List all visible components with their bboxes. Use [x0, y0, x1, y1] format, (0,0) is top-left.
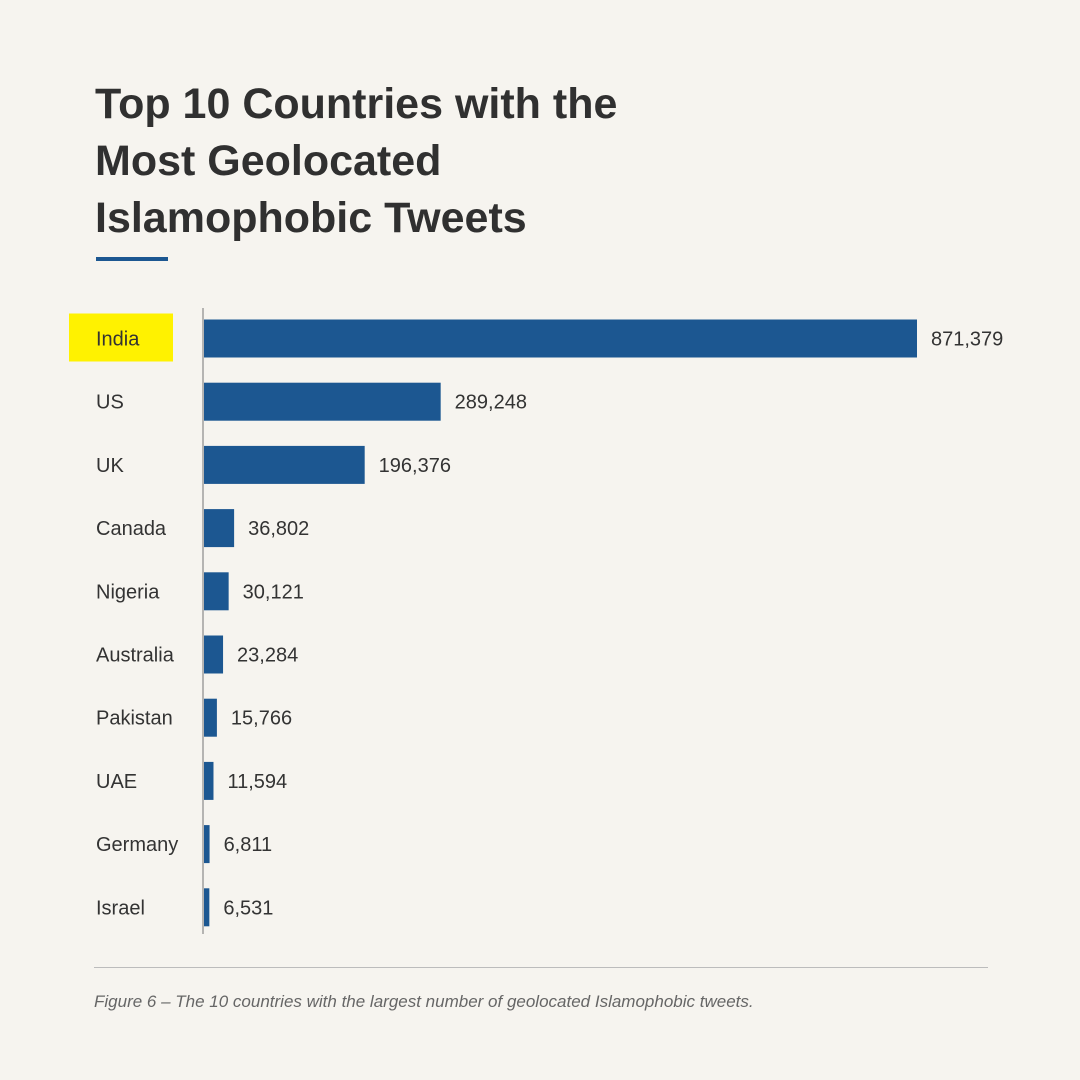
value-label-germany: 6,811 [224, 834, 273, 856]
bar-uae [204, 761, 214, 800]
value-label-nigeria: 30,121 [243, 581, 304, 603]
bar-nigeria [204, 572, 229, 611]
bar-uk [204, 445, 365, 484]
value-label-uk: 196,376 [379, 455, 451, 477]
category-label-israel: Israel [96, 897, 145, 919]
bar-pakistan [204, 698, 217, 737]
value-label-us: 289,248 [455, 392, 527, 414]
value-label-uae: 11,594 [227, 771, 287, 793]
category-label-canada: Canada [96, 518, 167, 540]
category-label-germany: Germany [96, 834, 178, 856]
value-label-canada: 36,802 [248, 518, 309, 540]
category-highlight-india [69, 313, 173, 362]
category-label-australia: Australia [96, 645, 175, 667]
bar-australia [204, 635, 224, 674]
title-underline [96, 257, 168, 261]
bar-us [204, 382, 441, 421]
bar-india [204, 319, 917, 358]
bar-germany [204, 825, 210, 864]
value-label-pakistan: 15,766 [231, 708, 292, 730]
bar-chart: India 871,379 US 289,248 UK 196,376 Canada 36,8… [69, 308, 1003, 934]
category-label-india: India [96, 329, 140, 351]
caption-divider [94, 967, 988, 968]
chart-title: Top 10 Countries with the Most Geolocate… [95, 80, 618, 242]
bar-israel [204, 888, 210, 927]
category-label-uae: UAE [96, 771, 137, 793]
value-label-israel: 6,531 [223, 897, 273, 919]
value-label-australia: 23,284 [237, 645, 298, 667]
category-label-nigeria: Nigeria [96, 581, 160, 603]
bar-canada [204, 509, 235, 548]
figure-caption: Figure 6 – The 10 countries with the lar… [94, 992, 754, 1011]
value-label-india: 871,379 [931, 329, 1003, 351]
category-label-uk: UK [96, 455, 124, 477]
category-label-us: US [96, 392, 124, 414]
category-label-pakistan: Pakistan [96, 708, 173, 730]
